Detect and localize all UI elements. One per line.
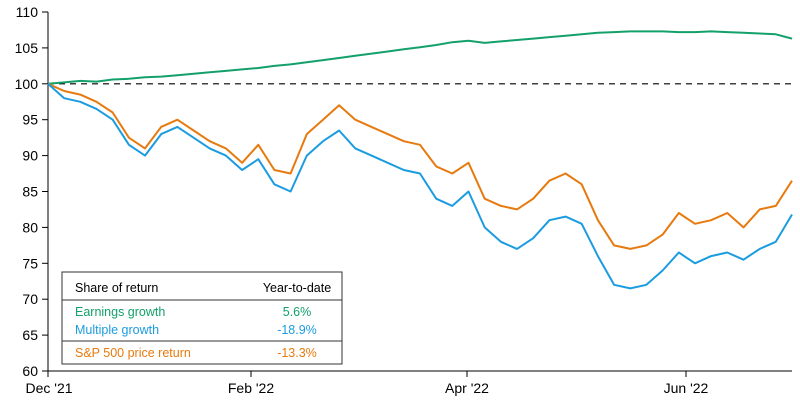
- y-tick-label: 75: [22, 255, 38, 271]
- y-axis: 60 65 70 75 80 85 90 95 100 105 110: [15, 4, 49, 379]
- y-tick-label: 90: [22, 148, 38, 164]
- y-tick-label: 80: [22, 219, 38, 235]
- y-tick-label: 95: [22, 112, 38, 128]
- table-row-earnings-value: 5.6%: [283, 305, 312, 319]
- series-line-earnings-growth: [47, 30, 793, 85]
- table-row-earnings-label: Earnings growth: [75, 305, 165, 319]
- series-group: [47, 30, 793, 290]
- x-axis: Dec '21 Feb '22 Apr '22 Jun '22: [25, 370, 792, 396]
- y-tick-label: 85: [22, 184, 38, 200]
- series-line-multiple-growth: [47, 83, 793, 290]
- table-row-multiple-label: Multiple growth: [75, 323, 159, 337]
- x-tick-label: Jun '22: [664, 380, 709, 396]
- x-tick-label: Dec '21: [25, 380, 72, 396]
- y-tick-label: 100: [15, 76, 39, 92]
- table-row-multiple-value: -18.9%: [277, 323, 317, 337]
- table-header-value: Year-to-date: [263, 281, 331, 295]
- y-tick-label: 60: [22, 363, 38, 379]
- table-frame: [61, 271, 343, 365]
- y-tick-label: 70: [22, 291, 38, 307]
- y-tick-label: 65: [22, 327, 38, 343]
- x-tick-label: Apr '22: [445, 380, 489, 396]
- table-header-label: Share of return: [75, 281, 158, 295]
- x-tick-label: Feb '22: [228, 380, 274, 396]
- y-tick-label: 110: [16, 4, 39, 20]
- share-of-return-table: Share of return Year-to-date Earnings gr…: [61, 271, 343, 365]
- table-row-sp500-label: S&P 500 price return: [75, 346, 191, 360]
- table-row-sp500-value: -13.3%: [277, 346, 317, 360]
- series-line-sp500-price-return: [47, 82, 793, 250]
- y-tick-label: 105: [15, 40, 39, 56]
